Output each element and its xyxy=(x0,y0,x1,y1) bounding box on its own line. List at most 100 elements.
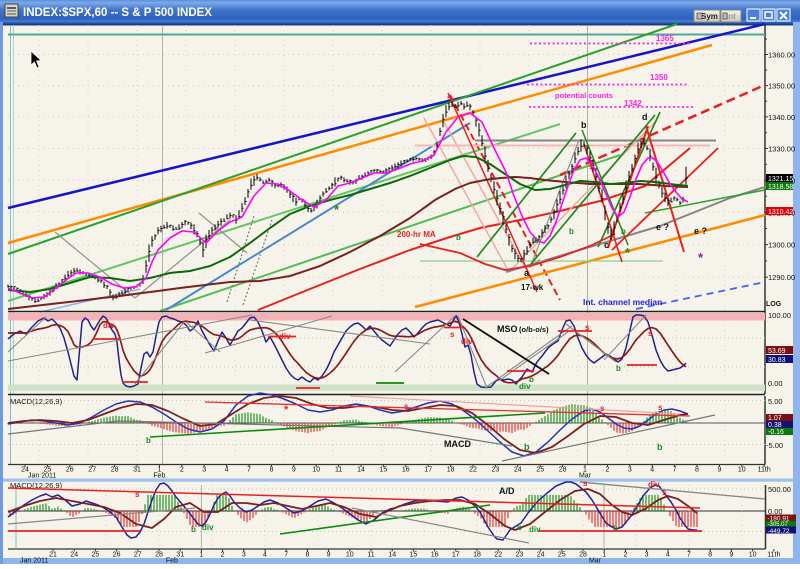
svg-text:24: 24 xyxy=(514,467,522,474)
svg-text:2: 2 xyxy=(605,467,609,474)
svg-text:1: 1 xyxy=(602,552,606,559)
svg-text:MACD: MACD xyxy=(444,439,471,449)
svg-text:11th: 11th xyxy=(758,467,771,474)
svg-text:e ?: e ? xyxy=(656,222,669,232)
svg-text:e ?: e ? xyxy=(694,226,707,236)
svg-text:500.00: 500.00 xyxy=(768,485,791,494)
svg-text:8: 8 xyxy=(305,552,309,559)
svg-text:9: 9 xyxy=(729,552,733,559)
svg-text:28: 28 xyxy=(579,552,587,559)
svg-text:b: b xyxy=(616,364,621,373)
svg-text:Feb: Feb xyxy=(153,473,165,480)
svg-text:7: 7 xyxy=(247,467,251,474)
svg-text:Feb: Feb xyxy=(166,558,178,565)
svg-text:16: 16 xyxy=(431,552,439,559)
svg-text:s: s xyxy=(658,403,663,412)
svg-text:2: 2 xyxy=(623,552,627,559)
svg-text:s: s xyxy=(135,490,140,499)
svg-text:4: 4 xyxy=(666,552,670,559)
svg-text:div: div xyxy=(529,525,541,534)
svg-text:9: 9 xyxy=(292,467,296,474)
svg-text:1310.42: 1310.42 xyxy=(768,209,793,216)
svg-text:*: * xyxy=(625,245,631,260)
svg-text:(o/b-o/s): (o/b-o/s) xyxy=(519,325,549,334)
svg-text:3: 3 xyxy=(645,552,649,559)
svg-text:b: b xyxy=(534,236,539,245)
svg-text:10: 10 xyxy=(346,552,354,559)
svg-text:24: 24 xyxy=(70,552,78,559)
svg-text:25: 25 xyxy=(44,467,52,474)
svg-text:*: * xyxy=(284,404,289,416)
svg-text:s: s xyxy=(447,93,452,102)
svg-text:*: * xyxy=(698,250,704,265)
svg-text:28: 28 xyxy=(111,467,119,474)
svg-text:4: 4 xyxy=(263,552,267,559)
svg-text:200-hr MA: 200-hr MA xyxy=(397,230,436,239)
svg-text:c: c xyxy=(604,240,609,250)
svg-text:11th: 11th xyxy=(767,552,780,559)
svg-text:-180.91: -180.91 xyxy=(768,516,790,523)
svg-text:18: 18 xyxy=(473,552,481,559)
svg-text:MACD(12,26,9): MACD(12,26,9) xyxy=(10,481,63,490)
svg-text:s: s xyxy=(450,330,455,339)
svg-text:div: div xyxy=(103,321,115,330)
svg-text:28: 28 xyxy=(155,552,163,559)
svg-text:5.00: 5.00 xyxy=(768,397,783,406)
svg-text:b: b xyxy=(524,442,530,452)
svg-text:17: 17 xyxy=(452,552,460,559)
svg-text:s: s xyxy=(589,162,594,171)
svg-text:1342: 1342 xyxy=(624,99,642,108)
svg-text:7: 7 xyxy=(687,552,691,559)
svg-text:1350: 1350 xyxy=(650,73,668,82)
svg-text:9: 9 xyxy=(717,467,721,474)
svg-text:b: b xyxy=(569,227,574,236)
svg-text:*: * xyxy=(334,202,340,217)
svg-text:b: b xyxy=(517,523,522,532)
svg-text:22: 22 xyxy=(469,467,477,474)
svg-text:100.00: 100.00 xyxy=(768,311,791,320)
svg-text:1290.00: 1290.00 xyxy=(768,273,795,282)
svg-text:1340.00: 1340.00 xyxy=(768,113,795,122)
svg-text:2: 2 xyxy=(221,552,225,559)
svg-text:s: s xyxy=(600,404,605,413)
svg-text:b: b xyxy=(581,120,587,130)
svg-text:11: 11 xyxy=(335,467,342,474)
svg-text:INDEX:$SPX,60 -- S & P 500 IND: INDEX:$SPX,60 -- S & P 500 INDEX xyxy=(23,7,212,19)
svg-text:Int. channel median: Int. channel median xyxy=(583,297,662,307)
svg-text:1330.00: 1330.00 xyxy=(768,145,795,154)
svg-text:1: 1 xyxy=(583,467,587,474)
svg-text:b: b xyxy=(146,436,151,445)
svg-text:1: 1 xyxy=(157,467,161,474)
svg-text:1.07: 1.07 xyxy=(768,415,782,422)
svg-text:23: 23 xyxy=(492,467,500,474)
svg-text:s: s xyxy=(648,329,653,338)
svg-text:11: 11 xyxy=(367,552,374,559)
svg-text:27: 27 xyxy=(134,552,142,559)
svg-text:-305.07: -305.07 xyxy=(768,522,789,528)
svg-text:potential counts: potential counts xyxy=(555,91,613,100)
svg-text:Mar: Mar xyxy=(579,473,592,480)
svg-text:16: 16 xyxy=(402,467,410,474)
svg-text:0.38: 0.38 xyxy=(768,422,782,429)
svg-text:53.69: 53.69 xyxy=(768,348,786,355)
svg-text:1: 1 xyxy=(199,552,203,559)
svg-text:1321.15: 1321.15 xyxy=(768,176,793,183)
svg-text:7: 7 xyxy=(284,552,288,559)
svg-text:8: 8 xyxy=(695,467,699,474)
svg-text:-0.16: -0.16 xyxy=(768,429,784,436)
svg-text:22: 22 xyxy=(494,552,502,559)
svg-text:10: 10 xyxy=(738,467,746,474)
svg-text:8: 8 xyxy=(708,552,712,559)
svg-text:23: 23 xyxy=(516,552,524,559)
svg-text:25: 25 xyxy=(92,552,100,559)
svg-text:Sym: Sym xyxy=(701,12,718,21)
svg-text:LOG: LOG xyxy=(766,301,782,308)
svg-text:1360.00: 1360.00 xyxy=(768,51,795,60)
svg-text:div: div xyxy=(648,480,660,489)
svg-text:15: 15 xyxy=(380,467,388,474)
svg-text:3: 3 xyxy=(628,467,632,474)
svg-text:26: 26 xyxy=(113,552,121,559)
svg-text:14: 14 xyxy=(388,552,396,559)
svg-text:Jan 2011: Jan 2011 xyxy=(20,558,48,565)
svg-text:27: 27 xyxy=(88,467,96,474)
